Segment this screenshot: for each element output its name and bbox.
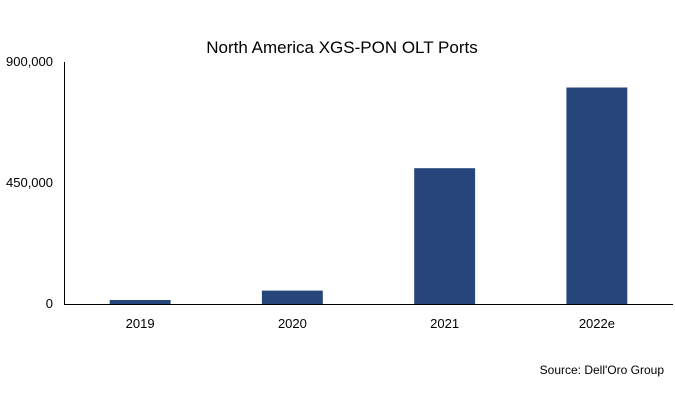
x-axis-ticks: 2019 2020 2021 2022e	[126, 316, 615, 331]
x-tick-label: 2019	[126, 316, 155, 331]
x-tick-label: 2020	[278, 316, 307, 331]
x-tick-label: 2022e	[579, 316, 615, 331]
y-axis-ticks: 0 450,000 900,000	[6, 54, 53, 311]
bars-layer	[109, 87, 628, 304]
y-tick-label: 450,000	[6, 175, 53, 190]
y-tick-label: 900,000	[6, 54, 53, 69]
y-tick-label: 0	[46, 296, 53, 311]
bar-2019	[109, 300, 171, 304]
x-tick-label: 2021	[430, 316, 459, 331]
bar-2021	[414, 168, 476, 304]
bar-2022e	[566, 87, 628, 304]
bar-2020	[261, 290, 323, 304]
chart-title: North America XGS-PON OLT Ports	[206, 38, 477, 57]
source-note: Source: Dell'Oro Group	[540, 363, 665, 377]
